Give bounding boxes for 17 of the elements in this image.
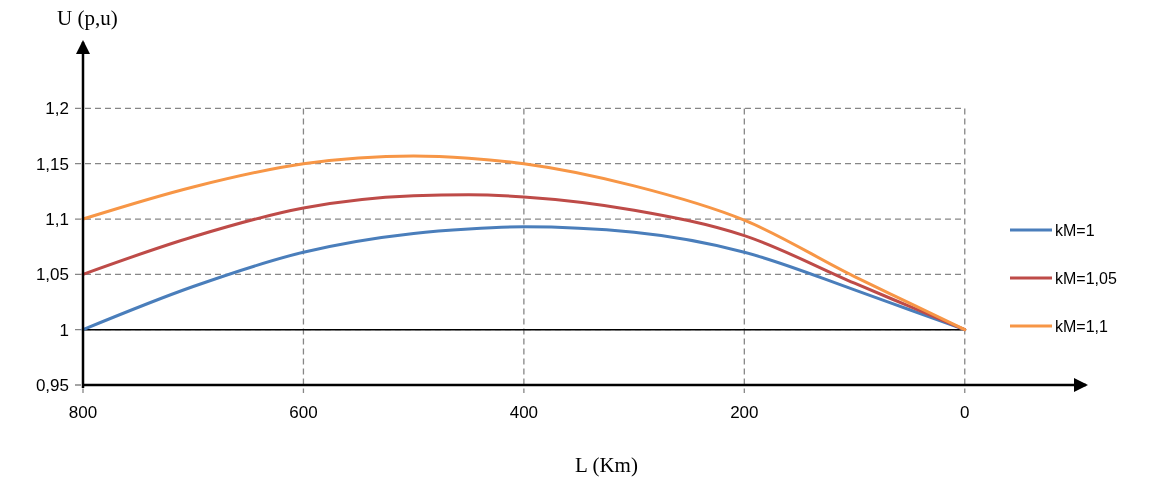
legend-label: kM=1,05 [1055,270,1117,287]
y-tick-label: 1,1 [45,210,69,230]
legend-label: kM=1,1 [1055,318,1109,335]
y-axis-title: U (p,u) [57,6,118,30]
x-axis-title: L (Km) [575,453,638,477]
x-tick-label: 600 [289,403,318,422]
x-tick-label: 200 [730,403,759,422]
y-tick-label: 1,2 [45,99,69,119]
x-tick-label: 800 [68,403,98,422]
legend-label: kM=1 [1055,222,1095,239]
y-tick-label: 1,05 [35,265,69,285]
y-tick-label: 0,95 [35,376,69,395]
line-series [81,154,967,332]
y-tick-label: 1 [59,320,69,340]
y-tick-label: 1,15 [35,154,69,174]
x-tick-label: 0 [960,403,970,422]
x-tick-label: 400 [509,403,539,422]
